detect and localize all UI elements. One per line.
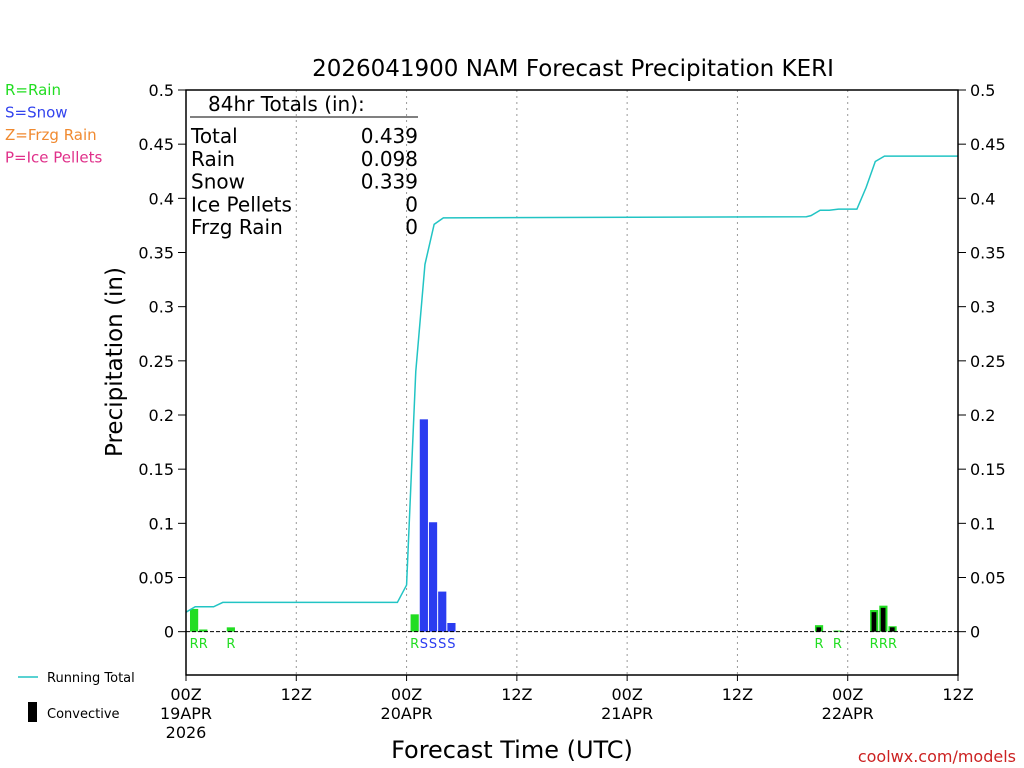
x-tick-label: 00Z [391, 685, 422, 704]
y-tick-label: 0.45 [138, 135, 174, 154]
totals-row-label: Total [190, 124, 238, 148]
convective-bar [871, 612, 877, 632]
totals-row-label: Rain [191, 147, 235, 171]
series-legend: Running Total Convective [18, 671, 135, 722]
precip-type-label: R [833, 637, 842, 652]
totals-row-label: Frzg Rain [191, 215, 283, 239]
totals-row-value: 0 [405, 192, 418, 216]
y-tick-label-right: 0.2 [970, 406, 995, 425]
running-total-line [185, 155, 958, 613]
precip-type-legend: R=Rain S=Snow Z=Frzg Rain P=Ice Pellets [5, 81, 102, 167]
totals-row-value: 0.439 [361, 124, 418, 148]
precip-bar [199, 629, 208, 632]
precip-bar [833, 630, 842, 632]
x-tick-label: 12Z [281, 685, 312, 704]
precip-type-label: R [226, 637, 235, 652]
precip-type-legend-item: P=Ice Pellets [5, 149, 102, 167]
y-tick-label: 0.4 [149, 189, 174, 208]
convective-legend-swatch [28, 702, 37, 722]
precip-type-legend-item: S=Snow [5, 104, 68, 122]
precip-type-label: R [879, 637, 888, 652]
precip-bar [190, 608, 199, 632]
precip-bar [447, 623, 456, 632]
y-tick-label: 0.15 [138, 460, 174, 479]
y-tick-label: 0 [164, 623, 174, 642]
y-tick-label-right: 0.3 [970, 298, 995, 317]
totals-row-label: Ice Pellets [191, 192, 292, 216]
y-tick-label: 0.25 [138, 352, 174, 371]
y-tick-label-right: 0 [970, 623, 980, 642]
y-tick-label: 0.1 [149, 514, 174, 533]
precip-type-legend-item: Z=Frzg Rain [5, 126, 97, 144]
y-tick-label-right: 0.45 [970, 135, 1006, 154]
totals-row-label: Snow [191, 170, 245, 194]
precip-bar [226, 627, 235, 632]
x-tick-label: 00Z [611, 685, 642, 704]
precip-type-label: R [888, 637, 897, 652]
precip-type-label: R [815, 637, 824, 652]
x-tick-label: 00Z [832, 685, 863, 704]
x-tick-label: 00Z [170, 685, 201, 704]
precip-bar [419, 419, 428, 632]
precip-type-label: S [420, 637, 428, 652]
precip-bar [428, 522, 438, 632]
precip-type-legend-item: R=Rain [5, 81, 61, 99]
y-tick-label-right: 0.05 [970, 569, 1006, 588]
x-tick-label: 2026 [166, 723, 207, 742]
y-tick-label: 0.5 [149, 81, 174, 100]
precip-type-label: R [870, 637, 879, 652]
plot-frame [185, 89, 959, 676]
totals-heading: 84hr Totals (in): [208, 92, 365, 116]
y-tick-label: 0.35 [138, 244, 174, 263]
y-tick-label: 0.2 [149, 406, 174, 425]
y-tick-label-right: 0.25 [970, 352, 1006, 371]
x-tick-label: 12Z [722, 685, 753, 704]
totals-box: 84hr Totals (in): Total 0.439 Rain 0.098 Sno… [190, 92, 418, 239]
x-tick-label: 20APR [381, 704, 433, 723]
precip-type-label: S [447, 637, 455, 652]
y-tick-label-right: 0.35 [970, 244, 1006, 263]
precip-type-label: R [199, 637, 208, 652]
x-axis-label: Forecast Time (UTC) [391, 736, 633, 764]
y-axis-right: 0 0.05 0.1 0.15 0.2 0.25 0.3 0.35 0.4 0.45 0.5 [958, 81, 1006, 642]
precip-type-label: R [190, 637, 199, 652]
x-tick-label: 21APR [601, 704, 653, 723]
x-tick-label: 12Z [942, 685, 973, 704]
totals-row-value: 0.339 [361, 170, 418, 194]
y-tick-label-right: 0.1 [970, 514, 995, 533]
y-tick-label-right: 0.5 [970, 81, 995, 100]
x-tick-label: 12Z [501, 685, 532, 704]
y-tick-label-right: 0.15 [970, 460, 1006, 479]
x-tick-label: 22APR [822, 704, 874, 723]
bars-layer [190, 419, 897, 632]
watermark: coolwx.com/models [858, 747, 1016, 766]
y-axis-left: 0 0.05 0.1 0.15 0.2 0.25 0.3 0.35 0.4 0.45 0.5 [138, 81, 186, 642]
precip-type-label: R [410, 637, 419, 652]
convective-bar [889, 627, 895, 632]
y-tick-label-right: 0.4 [970, 189, 995, 208]
running-total-legend-label: Running Total [47, 671, 135, 686]
convective-bar [880, 607, 886, 632]
totals-row-value: 0 [405, 215, 418, 239]
y-axis-label: Precipitation (in) [102, 267, 128, 457]
precip-type-label: S [429, 637, 437, 652]
convective-bar [816, 627, 822, 632]
x-tick-label: 19APR [160, 704, 212, 723]
convective-legend-label: Convective [47, 707, 120, 722]
y-tick-label: 0.05 [138, 569, 174, 588]
precip-type-label: S [438, 637, 446, 652]
totals-row-value: 0.098 [361, 147, 418, 171]
y-tick-label: 0.3 [149, 298, 174, 317]
chart-title: 2026041900 NAM Forecast Precipitation KE… [312, 56, 834, 82]
precip-bar [438, 591, 447, 632]
precip-bar [410, 614, 419, 632]
